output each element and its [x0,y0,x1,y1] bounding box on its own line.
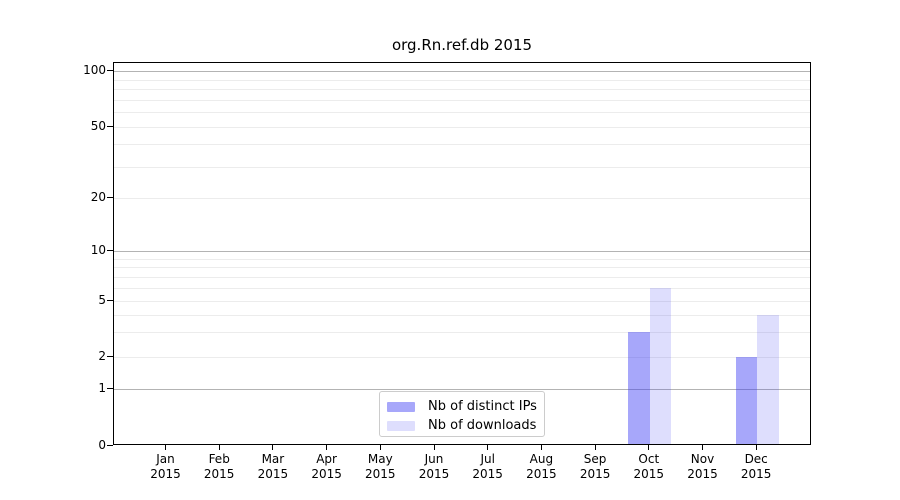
x-tick-label-jan: Jan 2015 [150,452,181,481]
legend-label-distinct-ips: Nb of distinct IPs [428,399,537,414]
x-tick-apr [326,445,328,450]
y-gridline-minor-60 [114,112,810,114]
y-tick-5 [107,299,113,301]
chart-title: org.Rn.ref.db 2015 [391,36,533,54]
y-tick-label-10: 10 [90,243,106,257]
y-gridline-minor-90 [114,79,810,81]
x-tick-label-mar: Mar 2015 [257,452,289,481]
x-tick-dec [755,445,757,450]
y-tick-label-20: 20 [90,190,106,204]
y-gridline-minor-5 [114,301,810,302]
y-tick-label-5: 5 [98,293,106,307]
y-gridline-minor-80 [114,89,810,91]
y-gridline-minor-50 [114,127,810,128]
x-tick-oct [648,445,650,450]
legend-swatch-downloads [387,420,415,431]
y-tick-label-100: 100 [83,63,106,77]
x-tick-feb [218,445,220,450]
y-gridline-minor-8 [114,267,810,269]
x-tick-may [379,445,381,450]
x-tick-nov [702,445,703,450]
legend-item-distinct-ips: Nb of distinct IPs [387,397,538,416]
y-gridline-minor-3 [114,332,810,334]
x-tick-label-apr: Apr 2015 [311,452,342,481]
y-gridline-minor-7 [114,276,810,278]
y-gridline-minor-30 [114,166,810,168]
x-tick-label-feb: Feb 2015 [203,452,235,481]
plot-area [113,62,811,445]
x-tick-label-sep: Sep 2015 [579,452,611,481]
y-gridline-minor-40 [114,144,810,146]
y-gridline-minor-70 [114,99,810,101]
x-tick-label-may: May 2015 [365,452,396,481]
y-tick-label-1: 1 [98,381,106,395]
y-gridline-minor-2 [114,357,810,358]
legend-item-downloads: Nb of downloads [387,416,538,435]
y-tick-100 [107,69,113,71]
y-gridline-major-10 [114,251,810,252]
bar-distinct-ips-dec [735,357,758,444]
legend: Nb of distinct IPs Nb of downloads [379,391,545,437]
y-gridline-major-100 [114,71,810,72]
bar-downloads-dec [757,314,779,444]
x-tick-aug [540,445,542,450]
x-tick-label-aug: Aug 2015 [526,452,557,481]
legend-swatch-distinct-ips [387,401,415,412]
y-gridline-minor-4 [114,314,810,316]
x-tick-label-oct: Oct 2015 [633,452,665,481]
x-tick-label-nov: Nov 2015 [687,452,718,481]
y-tick-label-0: 0 [98,438,106,452]
y-tick-label-50: 50 [90,119,106,133]
y-gridline-minor-6 [114,287,810,289]
y-tick-label-2: 2 [98,349,106,363]
y-tick-10 [107,249,113,251]
x-tick-sep [594,445,596,450]
x-tick-label-jun: Jun 2015 [418,452,450,481]
y-tick-1 [107,387,113,389]
legend-label-downloads: Nb of downloads [428,418,537,433]
bar-downloads-oct [649,287,672,444]
y-tick-2 [107,355,113,357]
x-tick-jan [165,445,166,450]
x-tick-label-jul: Jul 2015 [472,452,503,481]
y-tick-20 [107,196,113,198]
x-tick-jul [487,445,489,450]
y-gridline-minor-9 [114,258,810,260]
x-tick-label-dec: Dec 2015 [740,452,772,481]
x-tick-mar [272,445,274,450]
y-tick-0 [107,444,113,446]
y-gridline-minor-20 [114,198,810,199]
y-tick-50 [107,125,113,127]
y-gridline-major-1 [114,389,810,390]
x-tick-jun [433,445,435,450]
bar-distinct-ips-oct [628,332,650,444]
